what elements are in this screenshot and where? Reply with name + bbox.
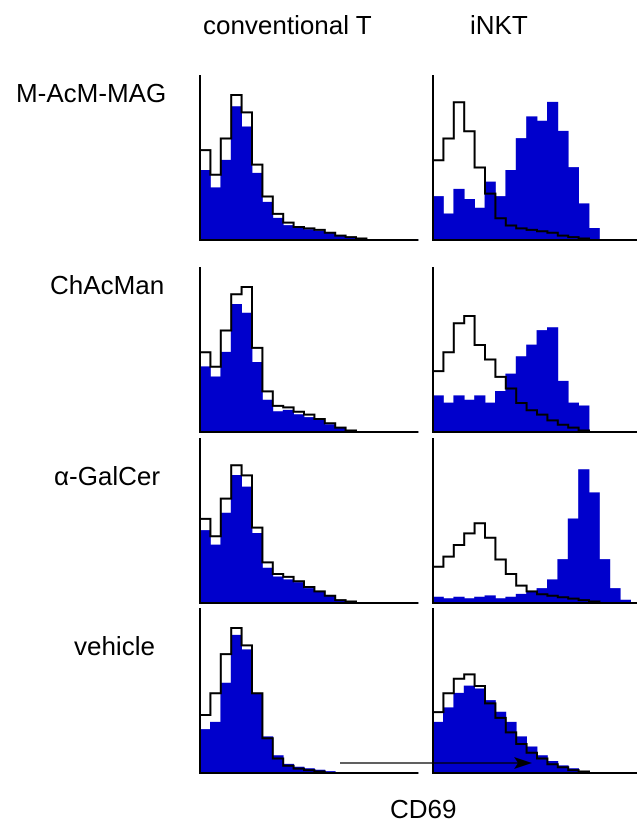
- filled-histogram: [199, 106, 419, 241]
- panel-axes: [432, 75, 637, 241]
- histogram-alpha-galcer-inkt: [432, 438, 637, 604]
- panel-axes: [199, 75, 408, 241]
- histogram-m-acm-mag-inkt: [432, 75, 637, 241]
- filled-histogram: [432, 469, 637, 604]
- filled-histogram: [199, 304, 419, 433]
- x-axis-label: CD69: [390, 794, 457, 824]
- panel-axes: [199, 267, 408, 433]
- column-title-conventional-t: conventional T: [203, 10, 372, 40]
- filled-histogram: [432, 101, 637, 241]
- histogram-chacman-inkt: [432, 267, 637, 433]
- panel-axes: [199, 608, 408, 774]
- row-label-m-acm-mag: M-AcM-MAG: [16, 78, 167, 108]
- panel-axes: [432, 438, 637, 604]
- histogram-vehicle-inkt: [432, 608, 637, 774]
- panel-axes: [432, 608, 637, 774]
- row-label-alpha-galcer: α-GalCer: [54, 461, 161, 491]
- histogram-m-acm-mag-conventional-t: [199, 75, 419, 241]
- panel-axes: [199, 438, 408, 604]
- panel-axes: [432, 267, 637, 433]
- histogram-vehicle-conventional-t: [199, 608, 419, 774]
- column-title-inkt: iNKT: [470, 10, 528, 40]
- filled-histogram: [432, 327, 637, 433]
- filled-histogram: [199, 634, 419, 774]
- row-label-vehicle: vehicle: [74, 631, 155, 661]
- filled-histogram: [199, 475, 419, 604]
- histogram-alpha-galcer-conventional-t: [199, 438, 419, 604]
- cd69-arrow: [340, 757, 532, 769]
- row-label-chacman: ChAcMan: [50, 270, 165, 300]
- filled-histogram: [432, 685, 637, 774]
- histogram-chacman-conventional-t: [199, 267, 419, 433]
